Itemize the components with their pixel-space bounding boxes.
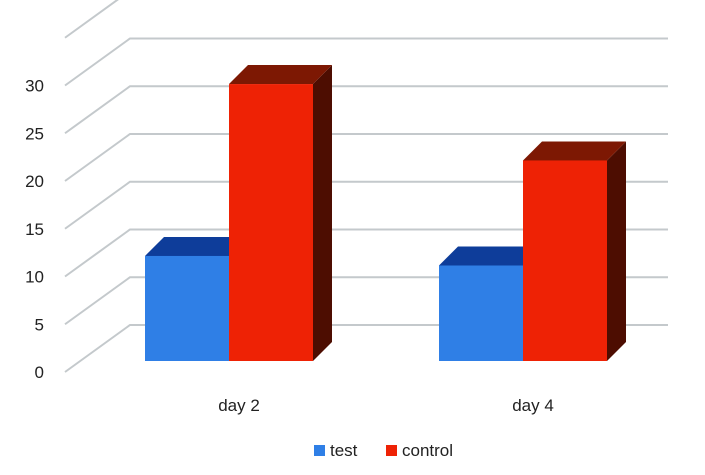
y-tick-label: 15 [25, 220, 44, 239]
y-tick-label: 5 [35, 315, 44, 334]
bar-front-face [523, 160, 607, 361]
bars [145, 65, 626, 362]
legend-label: control [402, 441, 453, 460]
legend-swatch [386, 445, 397, 456]
gridline [64, 37, 668, 87]
x-axis-category-labels: day 2 day 4 [218, 396, 554, 415]
x-category-label: day 4 [512, 396, 554, 415]
y-axis-tick-labels: 0 5 10 15 20 25 30 [25, 77, 44, 383]
bar-control-day-4 [523, 141, 626, 361]
y-tick-label: 20 [25, 172, 44, 191]
bar-side-face [313, 65, 332, 362]
bar-control-day-2 [229, 65, 332, 362]
y-tick-label: 10 [25, 268, 44, 287]
bar-top-face [439, 246, 542, 266]
bar-top-face [145, 236, 248, 256]
bar-top-face [229, 65, 332, 85]
legend-swatch [314, 445, 325, 456]
legend-item-control: control [386, 441, 453, 460]
gridline [64, 85, 668, 135]
bar-front-face [439, 265, 523, 361]
x-category-label: day 2 [218, 396, 260, 415]
gridline [64, 133, 668, 182]
legend-item-test: test [314, 441, 358, 460]
gridline [64, 228, 668, 278]
bar-side-face [607, 141, 626, 361]
bar-top-face [523, 141, 626, 161]
bar-front-face [145, 255, 229, 361]
legend: test control [314, 441, 453, 460]
gridlines [64, 0, 668, 373]
legend-label: test [330, 441, 358, 460]
y-tick-label: 0 [35, 363, 44, 382]
bar-front-face [229, 84, 313, 362]
gridline [64, 0, 119, 39]
y-tick-label: 25 [25, 124, 44, 143]
gridline [64, 180, 668, 230]
y-tick-label: 30 [25, 77, 44, 96]
